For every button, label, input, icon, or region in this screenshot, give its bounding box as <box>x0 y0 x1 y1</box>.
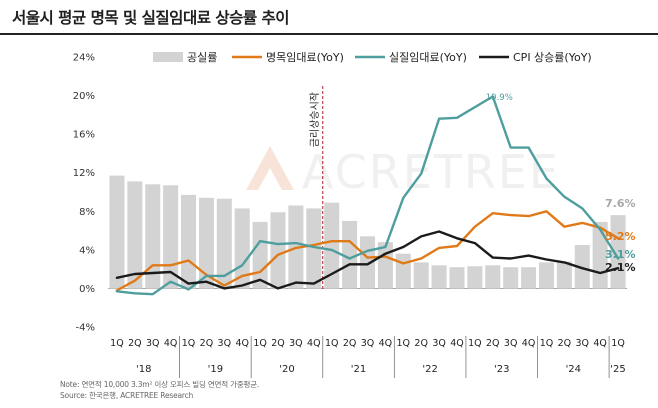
x-tick-label: 1Q <box>468 338 482 349</box>
vacancy-bar <box>270 212 286 289</box>
series-line-2 <box>115 95 620 296</box>
vacancy-bar <box>342 220 358 289</box>
year-label: '25 <box>610 364 625 375</box>
year-label: '20 <box>279 364 294 375</box>
vacancy-bar <box>306 208 322 289</box>
x-tick-label: 1Q <box>397 338 411 349</box>
x-tick-label: 3Q <box>361 338 375 349</box>
x-tick-label: 2Q <box>200 338 214 349</box>
vacancy-bar <box>377 242 393 289</box>
vacancy-bar <box>145 184 161 289</box>
watermark-text: ACRETREE <box>302 145 560 199</box>
vacancy-bar <box>181 194 197 289</box>
x-tick-label: 4Q <box>307 338 321 349</box>
x-tick-label: 2Q <box>271 338 285 349</box>
end-value-label: 7.6% <box>605 197 636 210</box>
legend-label: CPI 상승률(YoY) <box>513 51 592 64</box>
chart-title: 서울시 평균 명목 및 실질임대료 상승률 추이 <box>12 9 290 27</box>
x-tick-label: 1Q <box>325 338 339 349</box>
x-tick-label: 1Q <box>611 338 625 349</box>
x-tick-label: 3Q <box>289 338 303 349</box>
vacancy-bar <box>449 267 465 289</box>
watermark-icon <box>246 146 294 190</box>
vacancy-bar <box>556 261 572 289</box>
y-tick-label: 20% <box>73 91 95 102</box>
series-line-3 <box>115 230 620 290</box>
x-tick-label: 3Q <box>146 338 160 349</box>
x-tick-label: 2Q <box>128 338 142 349</box>
series-line-1 <box>115 210 620 292</box>
legend-label: 명목임대료(YoY) <box>266 51 344 64</box>
x-tick-label: 1Q <box>182 338 196 349</box>
y-tick-label: 8% <box>79 207 95 218</box>
source-text: Source: 한국은행, ACRETREE Research <box>60 390 194 400</box>
vacancy-bar <box>431 265 447 289</box>
y-tick-label: 0% <box>79 284 95 295</box>
x-tick-label: 1Q <box>540 338 554 349</box>
y-tick-label: 4% <box>79 245 95 256</box>
vacancy-bar <box>109 175 125 289</box>
y-tick-label: 24% <box>73 53 95 64</box>
legend-swatch <box>153 52 183 62</box>
x-tick-label: 1Q <box>253 338 267 349</box>
x-tick-label: 4Q <box>379 338 393 349</box>
x-tick-label: 4Q <box>450 338 464 349</box>
x-tick-label: 3Q <box>432 338 446 349</box>
vacancy-bar <box>395 253 411 289</box>
x-tick-label: 3Q <box>504 338 518 349</box>
vacancy-bar <box>574 245 590 289</box>
year-label: '21 <box>351 364 366 375</box>
chart-footnote: Note: 연면적 10,000 3.3m² 이상 오피스 빌딩 연면적 가중평… <box>60 380 259 401</box>
x-tick-label: 3Q <box>218 338 232 349</box>
vacancy-bar <box>198 197 214 289</box>
vacancy-bar <box>467 266 483 289</box>
year-label: '24 <box>566 364 581 375</box>
title-divider <box>0 33 658 35</box>
vacancy-bar <box>324 202 340 289</box>
vacancy-bar <box>413 262 429 289</box>
legend-label: 실질임대료(YoY) <box>389 51 467 64</box>
year-label: '22 <box>422 364 437 375</box>
x-tick-label: 4Q <box>593 338 607 349</box>
vacancy-bar <box>216 198 232 289</box>
year-label: '19 <box>208 364 223 375</box>
vacancy-bar <box>127 181 143 289</box>
vacancy-bar <box>521 267 537 289</box>
watermark-logo: ACRETREE <box>246 145 560 199</box>
peak-label: 19.9% <box>486 93 513 103</box>
rate-hike-label: 금리상승시작 <box>309 92 321 147</box>
x-tick-label: 2Q <box>414 338 428 349</box>
x-tick-label: 3Q <box>575 338 589 349</box>
x-tick-label: 1Q <box>110 338 124 349</box>
x-tick-label: 4Q <box>235 338 249 349</box>
note-text: Note: 연면적 10,000 3.3m² 이상 오피스 빌딩 연면적 가중평… <box>60 380 260 389</box>
x-tick-label: 4Q <box>522 338 536 349</box>
end-value-label: 2.1% <box>605 261 636 274</box>
y-tick-label: 12% <box>73 168 95 179</box>
year-label: '18 <box>136 364 151 375</box>
y-tick-label: 16% <box>73 130 95 141</box>
end-value-label: 3.1% <box>605 248 636 261</box>
vacancy-bar <box>485 265 501 289</box>
x-tick-label: 4Q <box>164 338 178 349</box>
x-tick-label: 2Q <box>343 338 357 349</box>
vacancy-bar <box>538 262 554 289</box>
vacancy-bar <box>503 267 519 289</box>
legend-label: 공실률 <box>187 51 217 64</box>
y-tick-label: -4% <box>76 323 95 334</box>
end-value-label: 5.2% <box>605 230 636 243</box>
vacancy-bar <box>163 185 179 289</box>
vacancy-bar <box>252 221 268 289</box>
x-tick-label: 2Q <box>558 338 572 349</box>
year-label: '23 <box>494 364 509 375</box>
x-tick-label: 2Q <box>486 338 500 349</box>
